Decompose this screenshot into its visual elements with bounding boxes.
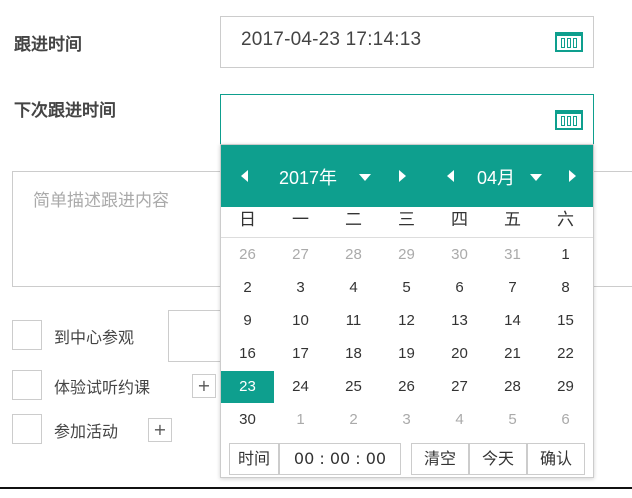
calendar-day[interactable]: 9 [243, 312, 252, 329]
time-label: 时间 [229, 443, 279, 475]
next-month-icon[interactable] [569, 170, 576, 182]
calendar-day[interactable]: 20 [451, 345, 468, 362]
calendar-day[interactable]: 12 [398, 312, 415, 329]
calendar-day[interactable]: 5 [402, 279, 411, 296]
year-select[interactable]: 2017年 [279, 168, 338, 188]
weekday-header: 四 [451, 210, 468, 230]
clear-button[interactable]: 清空 [411, 443, 469, 475]
today-button[interactable]: 今天 [469, 443, 527, 475]
calendar-day[interactable]: 11 [345, 312, 362, 329]
calendar-day[interactable]: 13 [451, 312, 468, 329]
prev-month-icon[interactable] [447, 170, 454, 182]
weekday-header: 一 [292, 210, 309, 230]
calendar-day-selected[interactable]: 23 [221, 371, 274, 403]
calendar-day[interactable]: 14 [504, 312, 521, 329]
description-placeholder: 简单描述跟进内容 [33, 191, 169, 211]
checkbox-visit-center[interactable] [12, 320, 42, 350]
calendar-day-other-month[interactable]: 26 [239, 246, 256, 263]
calendar-day-other-month[interactable]: 5 [508, 411, 517, 428]
time-input[interactable]: 00 : 00 : 00 [279, 443, 401, 475]
month-select[interactable]: 04月 [477, 168, 516, 188]
calendar-day[interactable]: 16 [239, 345, 256, 362]
month-dropdown-icon[interactable] [530, 174, 542, 181]
followup-time-value: 2017-04-23 17:14:13 [241, 29, 422, 50]
calendar-day[interactable]: 30 [239, 411, 256, 428]
weekday-header: 日 [239, 210, 256, 230]
weekday-header: 六 [557, 210, 574, 230]
calendar-day[interactable]: 1 [561, 246, 570, 263]
calendar-day[interactable]: 29 [557, 378, 574, 395]
calendar-day-other-month[interactable]: 31 [504, 246, 521, 263]
calendar-day[interactable]: 10 [292, 312, 309, 329]
prev-year-icon[interactable] [241, 170, 248, 182]
checkbox-join-activity[interactable] [12, 414, 42, 444]
calendar-day[interactable]: 18 [345, 345, 362, 362]
option-label-visit-center: 到中心参观 [54, 328, 135, 347]
calendar-day[interactable]: 2 [243, 279, 252, 296]
checkbox-trial-class[interactable] [12, 370, 42, 400]
bottom-divider [0, 487, 632, 489]
calendar-day[interactable]: 25 [345, 378, 362, 395]
calendar-day[interactable]: 26 [398, 378, 415, 395]
calendar-day[interactable]: 15 [557, 312, 574, 329]
calendar-day-other-month[interactable]: 30 [451, 246, 468, 263]
calendar-day[interactable]: 8 [561, 279, 570, 296]
calendar-day[interactable]: 4 [349, 279, 358, 296]
calendar-day[interactable]: 21 [504, 345, 521, 362]
weekday-divider [221, 237, 593, 238]
calendar-day-other-month[interactable]: 2 [349, 411, 358, 428]
calendar-day-other-month[interactable]: 6 [561, 411, 570, 428]
calendar-day[interactable]: 22 [557, 345, 574, 362]
add-activity-button[interactable]: + [148, 418, 172, 442]
year-dropdown-icon[interactable] [359, 174, 371, 181]
calendar-day-other-month[interactable]: 29 [398, 246, 415, 263]
option-label-trial-class: 体验试听约课 [54, 378, 151, 397]
calendar-day[interactable]: 28 [504, 378, 521, 395]
calendar-day[interactable]: 7 [508, 279, 517, 296]
next-followup-time-input[interactable] [220, 94, 594, 146]
weekday-header: 三 [398, 210, 415, 230]
calendar-day[interactable]: 17 [292, 345, 309, 362]
visit-center-input[interactable] [168, 310, 228, 362]
calendar-day-other-month[interactable]: 28 [345, 246, 362, 263]
calendar-day[interactable]: 19 [398, 345, 415, 362]
calendar-day[interactable]: 27 [451, 378, 468, 395]
date-picker-header: 2017年 04月 [221, 145, 593, 207]
calendar-day[interactable]: 6 [455, 279, 464, 296]
calendar-day-other-month[interactable]: 27 [292, 246, 309, 263]
option-label-join-activity: 参加活动 [54, 422, 119, 441]
calendar-day-other-month[interactable]: 1 [296, 411, 305, 428]
calendar-icon[interactable] [555, 110, 583, 130]
next-year-icon[interactable] [399, 170, 406, 182]
date-picker: 2017年 04月 日一二三四五六 26 27 28 29 30 31 1 2 3 4 5 6 7 8 9 1… [220, 144, 594, 478]
followup-time-label: 跟进时间 [14, 35, 82, 55]
confirm-button[interactable]: 确认 [527, 443, 585, 475]
add-trial-class-button[interactable]: + [192, 374, 216, 398]
weekday-header: 五 [504, 210, 521, 230]
followup-time-input[interactable]: 2017-04-23 17:14:13 [220, 16, 594, 68]
next-followup-time-label: 下次跟进时间 [14, 101, 116, 121]
calendar-day-other-month[interactable]: 4 [455, 411, 464, 428]
calendar-day[interactable]: 24 [292, 378, 309, 395]
calendar-icon[interactable] [555, 32, 583, 52]
weekday-header: 二 [345, 210, 362, 230]
calendar-day-other-month[interactable]: 3 [402, 411, 411, 428]
calendar-day[interactable]: 3 [296, 279, 305, 296]
